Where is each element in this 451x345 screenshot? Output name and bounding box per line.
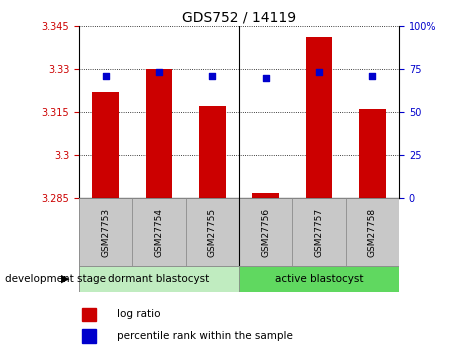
Text: GSM27758: GSM27758 [368, 207, 377, 257]
Bar [82, 329, 96, 343]
Bar [82, 308, 96, 321]
Text: GSM27755: GSM27755 [208, 207, 217, 257]
Point [369, 73, 376, 79]
Bar [306, 37, 332, 198]
Bar [92, 92, 119, 198]
Bar [146, 69, 172, 198]
Bar [79, 266, 239, 292]
Point [102, 73, 109, 79]
Title: GDS752 / 14119: GDS752 / 14119 [182, 11, 296, 25]
Bar [186, 198, 239, 266]
Bar [346, 198, 399, 266]
Point [209, 73, 216, 79]
Point [155, 70, 162, 75]
Bar [239, 198, 292, 266]
Point [315, 70, 322, 75]
Bar [132, 198, 186, 266]
Text: GSM27757: GSM27757 [315, 207, 323, 257]
Text: log ratio: log ratio [117, 309, 161, 319]
Text: GSM27754: GSM27754 [155, 207, 163, 257]
Text: development stage: development stage [5, 274, 106, 284]
Bar [253, 193, 279, 198]
Bar [199, 106, 226, 198]
Bar [292, 198, 346, 266]
Text: dormant blastocyst: dormant blastocyst [108, 274, 210, 284]
Text: GSM27753: GSM27753 [101, 207, 110, 257]
Text: active blastocyst: active blastocyst [275, 274, 364, 284]
Text: percentile rank within the sample: percentile rank within the sample [117, 331, 293, 341]
Text: GSM27756: GSM27756 [261, 207, 270, 257]
Text: ▶: ▶ [61, 274, 70, 284]
Bar [359, 109, 386, 198]
Bar [239, 266, 399, 292]
Bar [79, 198, 132, 266]
Point [262, 75, 269, 80]
